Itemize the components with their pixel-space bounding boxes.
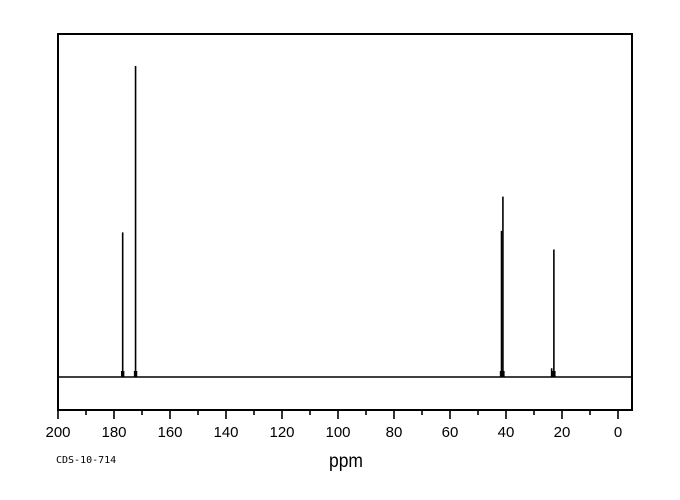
x-tick-label: 20 — [553, 424, 571, 441]
x-tick-label: 120 — [269, 424, 295, 441]
x-tick-label: 0 — [613, 424, 623, 441]
x-tick-label: 40 — [497, 424, 515, 441]
x-tick-label: 100 — [325, 424, 351, 441]
x-tick-label: 200 — [45, 424, 71, 441]
x-tick-label: 80 — [385, 424, 403, 441]
x-tick-label: 160 — [157, 424, 183, 441]
plot-border — [57, 33, 633, 411]
x-tick-label: 140 — [213, 424, 239, 441]
x-axis-label: ppm — [328, 451, 364, 472]
x-tick-label: 180 — [101, 424, 127, 441]
x-tick-label: 60 — [441, 424, 459, 441]
sample-id-label: CDS-10-714 — [56, 455, 117, 466]
